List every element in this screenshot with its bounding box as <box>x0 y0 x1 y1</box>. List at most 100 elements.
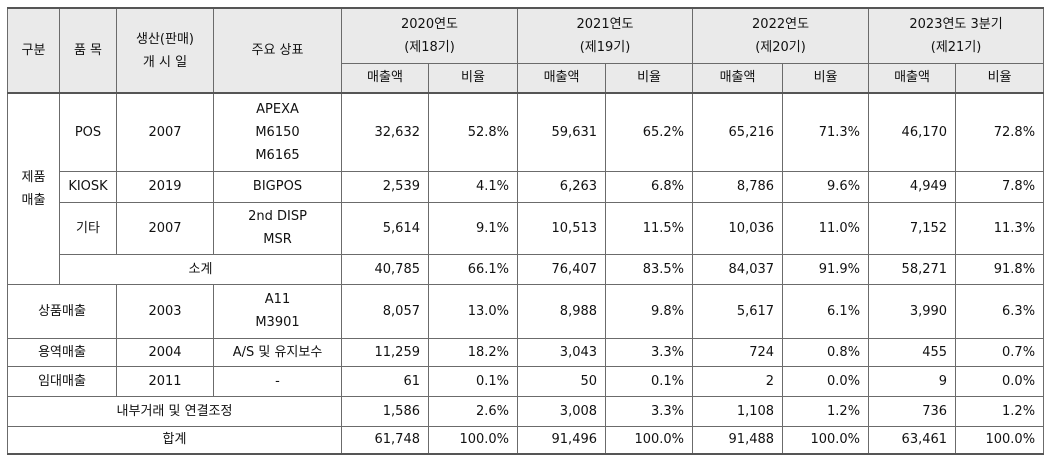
value-cell: 100.0% <box>427 425 519 455</box>
value-cell: 76,407 <box>517 253 607 285</box>
col-ratio: 비율 <box>955 62 1045 94</box>
col-sales: 매출액 <box>868 62 957 94</box>
brand-cell: A11 M3901 <box>213 283 342 339</box>
value-cell: 13.0% <box>427 283 519 339</box>
table-row: 기타 2007 2nd DISP MSR 5,614 9.1% 10,513 1… <box>8 201 1045 255</box>
brand-cell: 2nd DISP MSR <box>213 201 342 255</box>
start-cell: 2019 <box>116 170 214 203</box>
subtotal-row: 소계 40,785 66.1% 76,407 83.5% 84,037 91.9… <box>8 253 1045 285</box>
value-cell: 63,461 <box>868 425 957 455</box>
value-cell: 7,152 <box>868 201 957 255</box>
col-sales: 매출액 <box>692 62 784 94</box>
col-start-date: 생산(판매) 개 시 일 <box>116 7 214 94</box>
brand-cell: APEXA M6150 M6165 <box>213 92 342 172</box>
value-cell: 4.1% <box>427 170 519 203</box>
col-sales: 매출액 <box>341 62 429 94</box>
col-ratio: 비율 <box>605 62 694 94</box>
value-cell: 61 <box>341 365 429 397</box>
value-cell: 9 <box>868 365 957 397</box>
col-brand: 주요 상표 <box>213 7 342 94</box>
start-cell: 2004 <box>116 337 214 367</box>
value-cell: 91.9% <box>782 253 870 285</box>
value-cell: 1,108 <box>692 395 784 427</box>
internal-label: 내부거래 및 연결조정 <box>7 395 342 427</box>
table-row: 제품 매출 POS 2007 APEXA M6150 M6165 32,632 … <box>7 92 1045 285</box>
category-label: 임대매출 <box>7 365 117 397</box>
value-cell: 100.0% <box>955 425 1045 455</box>
value-cell: 91,488 <box>692 425 784 455</box>
value-cell: 0.1% <box>427 365 519 397</box>
start-cell: 2003 <box>116 283 214 339</box>
value-cell: 52.8% <box>427 92 519 172</box>
value-cell: 91.8% <box>955 253 1045 285</box>
value-cell: 5,617 <box>692 283 784 339</box>
col-ratio: 비율 <box>782 62 870 94</box>
value-cell: 71.3% <box>782 92 870 172</box>
value-cell: 11.0% <box>782 201 870 255</box>
start-cell: 2011 <box>116 365 214 397</box>
value-cell: 61,748 <box>341 425 429 455</box>
value-cell: 11.5% <box>605 201 694 255</box>
value-cell: 0.1% <box>605 365 694 397</box>
value-cell: 455 <box>868 337 957 367</box>
value-cell: 72.8% <box>955 92 1045 172</box>
sales-table: 구분 품 목 생산(판매) 개 시 일 주요 상표 2020연도 (제18기) … <box>7 7 1045 455</box>
value-cell: 5,614 <box>341 201 429 255</box>
value-cell: 0.0% <box>782 365 870 397</box>
brand-cell: - <box>213 365 342 397</box>
value-cell: 4,949 <box>868 170 957 203</box>
value-cell: 7.8% <box>955 170 1045 203</box>
value-cell: 736 <box>868 395 957 427</box>
value-cell: 3,043 <box>517 337 607 367</box>
col-period: 2021연도 (제19기) <box>517 7 694 64</box>
col-sales: 매출액 <box>517 62 607 94</box>
category-label: 용역매출 <box>7 337 117 367</box>
value-cell: 11.3% <box>955 201 1045 255</box>
value-cell: 10,036 <box>692 201 784 255</box>
value-cell: 66.1% <box>427 253 519 285</box>
value-cell: 3.3% <box>605 337 694 367</box>
value-cell: 59,631 <box>517 92 607 172</box>
col-ratio: 비율 <box>427 62 519 94</box>
value-cell: 9.8% <box>605 283 694 339</box>
value-cell: 50 <box>517 365 607 397</box>
col-item: 품 목 <box>59 7 117 94</box>
value-cell: 3.3% <box>605 395 694 427</box>
item-cell: POS <box>59 92 117 172</box>
value-cell: 8,786 <box>692 170 784 203</box>
value-cell: 724 <box>692 337 784 367</box>
value-cell: 3,008 <box>517 395 607 427</box>
total-label: 합계 <box>7 425 342 455</box>
value-cell: 6.8% <box>605 170 694 203</box>
value-cell: 100.0% <box>782 425 870 455</box>
value-cell: 83.5% <box>605 253 694 285</box>
value-cell: 0.7% <box>955 337 1045 367</box>
value-cell: 58,271 <box>868 253 957 285</box>
value-cell: 0.8% <box>782 337 870 367</box>
value-cell: 2,539 <box>341 170 429 203</box>
value-cell: 10,513 <box>517 201 607 255</box>
value-cell: 11,259 <box>341 337 429 367</box>
table-row: 용역매출 2004 A/S 및 유지보수 11,259 18.2% 3,043 … <box>7 337 1045 367</box>
value-cell: 91,496 <box>517 425 607 455</box>
value-cell: 40,785 <box>341 253 429 285</box>
col-period: 2023연도 3분기 (제21기) <box>868 7 1045 64</box>
value-cell: 1,586 <box>341 395 429 427</box>
value-cell: 8,057 <box>341 283 429 339</box>
subtotal-label: 소계 <box>59 253 342 285</box>
table-row: 내부거래 및 연결조정 1,586 2.6% 3,008 3.3% 1,108 … <box>7 395 1045 427</box>
table-row: KIOSK 2019 BIGPOS 2,539 4.1% 6,263 6.8% … <box>8 170 1045 203</box>
value-cell: 18.2% <box>427 337 519 367</box>
table-row: 임대매출 2011 - 61 0.1% 50 0.1% 2 0.0% 9 0.0… <box>7 365 1045 397</box>
value-cell: 6.1% <box>782 283 870 339</box>
value-cell: 8,988 <box>517 283 607 339</box>
start-cell: 2007 <box>116 92 214 172</box>
category-label: 상품매출 <box>7 283 117 339</box>
value-cell: 0.0% <box>955 365 1045 397</box>
value-cell: 3,990 <box>868 283 957 339</box>
value-cell: 46,170 <box>868 92 957 172</box>
value-cell: 6,263 <box>517 170 607 203</box>
value-cell: 2.6% <box>427 395 519 427</box>
value-cell: 2 <box>692 365 784 397</box>
value-cell: 65.2% <box>605 92 694 172</box>
